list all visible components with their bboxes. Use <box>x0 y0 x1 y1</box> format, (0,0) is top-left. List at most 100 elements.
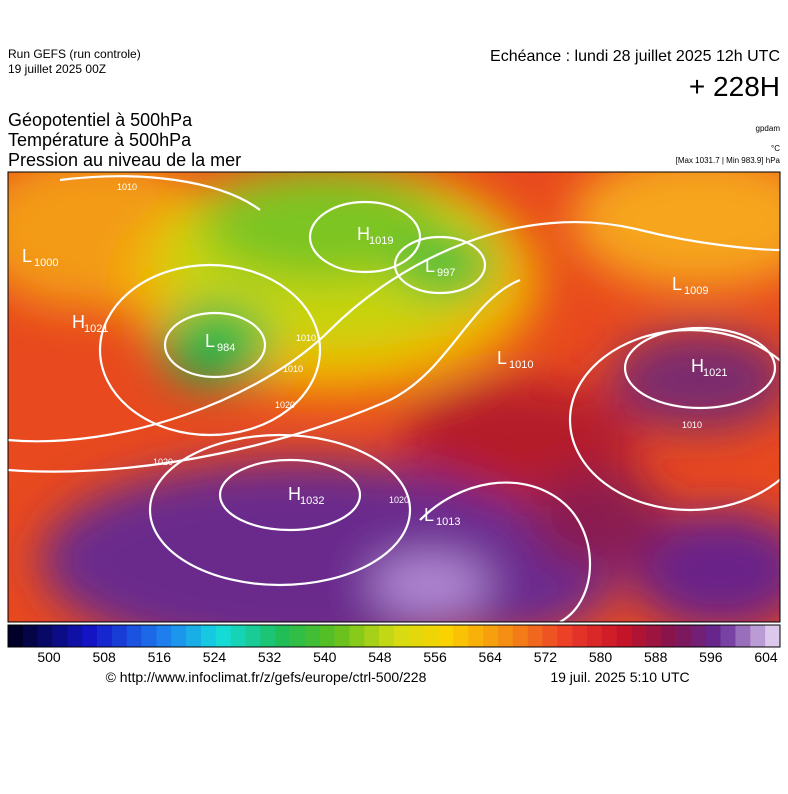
colorbar-tick-label: 500 <box>37 649 61 665</box>
color-swatch <box>587 625 603 647</box>
center-type: H <box>288 484 301 504</box>
isobar-label: 1010 <box>117 182 137 192</box>
source-url: © http://www.infoclimat.fr/z/gefs/europe… <box>106 669 427 685</box>
run: Run GEFS (run controle) <box>8 47 141 61</box>
colorbar-tick-label: 540 <box>313 649 337 665</box>
color-swatch <box>765 625 781 647</box>
color-swatch <box>690 625 707 647</box>
extremes: [Max 1031.7 | Min 983.9] hPa <box>676 156 781 165</box>
center-type: L <box>424 505 434 525</box>
colorbar-tick-label: 548 <box>368 649 392 665</box>
title: Pression au niveau de la mer <box>8 150 241 170</box>
colorbar-tick-label: 508 <box>92 649 116 665</box>
isobar-label: 1010 <box>682 420 702 430</box>
color-swatch <box>676 625 692 647</box>
colorbar-tick-label: 588 <box>644 649 668 665</box>
isobar-label: 1020 <box>275 400 295 410</box>
units: gpdam <box>756 124 781 133</box>
color-swatch <box>661 625 677 647</box>
colorbar-tick-label: 516 <box>148 649 172 665</box>
color-swatch <box>542 625 558 647</box>
center-pressure: 1000 <box>34 257 58 269</box>
color-swatch <box>52 625 68 647</box>
isobar-label: 1010 <box>296 333 316 343</box>
center-type: L <box>425 256 435 276</box>
units: °C <box>771 144 780 153</box>
lead-time: + 228H <box>689 71 780 102</box>
colorbar-tick-label: 572 <box>534 649 558 665</box>
color-swatch <box>394 625 410 647</box>
colorbar-tick-label: 596 <box>699 649 723 665</box>
color-swatch <box>245 625 261 647</box>
run-date: 19 juillet 2025 00Z <box>8 62 106 76</box>
colorbar-tick-label: 564 <box>479 649 503 665</box>
color-swatch <box>557 625 573 647</box>
valid-time: Echéance : lundi 28 juillet 2025 12h UTC <box>490 48 780 65</box>
color-swatch <box>111 625 128 647</box>
color-swatch <box>156 625 172 647</box>
center-pressure: 997 <box>437 267 455 279</box>
color-swatch <box>483 625 499 647</box>
color-swatch <box>8 625 24 647</box>
color-swatch <box>631 625 647 647</box>
colorbar-tick-label: 556 <box>423 649 447 665</box>
center-pressure: 1021 <box>703 367 727 379</box>
center-pressure: 1019 <box>369 235 393 247</box>
center-pressure: 1010 <box>509 359 533 371</box>
color-swatch <box>646 625 662 647</box>
color-swatch <box>141 625 157 647</box>
center-pressure: 1013 <box>436 516 460 528</box>
color-swatch <box>705 625 721 647</box>
color-swatch <box>334 625 350 647</box>
colorbar-tick-label: 580 <box>589 649 613 665</box>
color-swatch <box>275 625 291 647</box>
colorbar-tick-label: 604 <box>754 649 778 665</box>
color-swatch <box>290 625 306 647</box>
color-swatch <box>319 625 335 647</box>
color-swatch <box>201 625 217 647</box>
color-swatch <box>512 625 528 647</box>
center-type: L <box>22 246 32 266</box>
color-swatch <box>408 625 424 647</box>
color-swatch <box>468 625 484 647</box>
color-swatch <box>215 625 231 647</box>
center-pressure: 984 <box>217 342 235 354</box>
colorbar-tick-label: 532 <box>258 649 282 665</box>
center-pressure: 1032 <box>300 495 324 507</box>
center-type: H <box>72 312 85 332</box>
color-swatch <box>364 625 380 647</box>
color-swatch <box>453 625 469 647</box>
color-swatch <box>37 625 53 647</box>
color-swatch <box>82 625 98 647</box>
colorbar-tick-label: 524 <box>203 649 227 665</box>
color-swatch <box>230 625 246 647</box>
color-swatch <box>527 625 543 647</box>
center-type: L <box>672 274 682 294</box>
color-swatch <box>97 625 113 647</box>
color-swatch <box>720 625 736 647</box>
center-pressure: 1009 <box>684 285 708 297</box>
isobar-label: 1020 <box>389 495 409 505</box>
issued: 19 juil. 2025 5:10 UTC <box>550 669 689 685</box>
center-type: H <box>357 224 370 244</box>
color-swatch <box>67 625 83 647</box>
color-swatch <box>601 625 617 647</box>
color-swatch <box>735 625 751 647</box>
color-swatch <box>379 625 395 647</box>
isobar-label: 1010 <box>283 364 303 374</box>
center-type: H <box>691 356 704 376</box>
color-swatch <box>304 625 321 647</box>
title: Géopotentiel à 500hPa <box>8 110 193 130</box>
color-swatch <box>423 625 439 647</box>
isobar-label: 1020 <box>153 457 173 467</box>
color-swatch <box>750 625 766 647</box>
color-swatch <box>171 625 187 647</box>
center-pressure: 1021 <box>84 323 108 335</box>
color-swatch <box>497 625 514 647</box>
color-swatch <box>22 625 38 647</box>
color-swatch <box>126 625 142 647</box>
color-swatch <box>572 625 588 647</box>
color-swatch <box>349 625 365 647</box>
